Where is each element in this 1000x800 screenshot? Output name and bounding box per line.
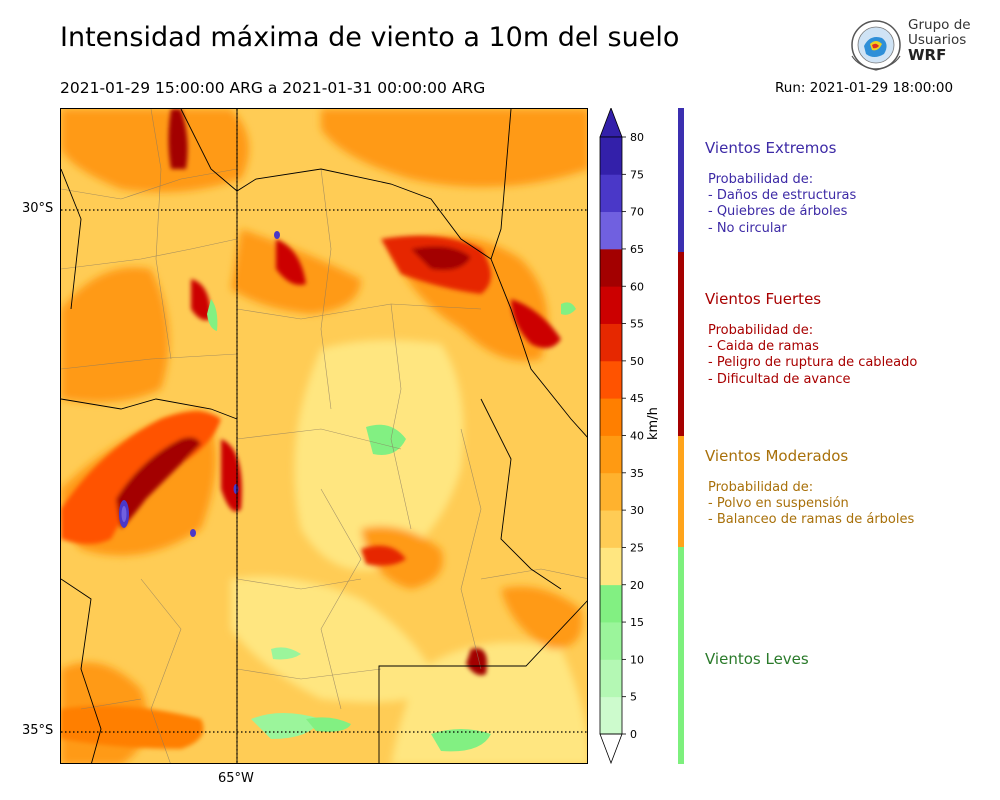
logo-line-2: Usuarios xyxy=(908,32,967,48)
colorbar-cell xyxy=(600,211,622,250)
colorbar-ticks: 0 5 10 15 20 25 30 35 40 45 50 55 60 65 70 75 80 xyxy=(622,131,644,741)
colorbar-cell xyxy=(600,547,622,586)
category-description-line: - Caida de ramas xyxy=(708,339,819,355)
category-description-line: - Peligro de ruptura de cableado xyxy=(708,355,918,371)
colorbar-cell xyxy=(600,622,622,660)
category-title: Vientos Extremos xyxy=(705,139,837,157)
colorbar-tick-label: 40 xyxy=(630,430,644,443)
category-bar xyxy=(678,108,684,252)
colorbar-tick-label: 55 xyxy=(630,318,644,331)
category-description-line: Probabilidad de: xyxy=(708,323,814,338)
colorbar-cell xyxy=(600,398,622,436)
lon-label-65w: 65°W xyxy=(218,771,254,786)
colorbar-tick-label: 70 xyxy=(630,206,644,219)
map-title: Intensidad máxima de viento a 10m del su… xyxy=(60,22,680,53)
colorbar-cell xyxy=(600,510,622,548)
category-description: Probabilidad de: - Polvo en suspensión - B… xyxy=(708,480,914,529)
colorbar-cell xyxy=(600,174,622,213)
wind-map xyxy=(60,108,588,764)
colorbar-cell xyxy=(600,472,622,511)
colorbar-tick-label: 0 xyxy=(630,728,637,741)
category-description-line: - Balanceo de ramas de árboles xyxy=(708,512,915,528)
logo-line-1: Grupo de xyxy=(908,17,971,33)
category-description-line: - Quiebres de árboles xyxy=(708,204,848,220)
wrf-logo xyxy=(851,20,901,71)
colorbar-tick-label: 75 xyxy=(630,168,644,181)
logo-text: Grupo de Usuarios WRF xyxy=(908,18,971,63)
forecast-period: 2021-01-29 15:00:00 ARG a 2021-01-31 00:… xyxy=(60,79,486,97)
colorbar-cell xyxy=(600,323,622,362)
category-bar xyxy=(678,436,684,547)
colorbar: 0 5 10 15 20 25 30 35 40 45 50 55 60 65 70 75 80 xyxy=(599,108,644,765)
category-description-line: - Dificultad de avance xyxy=(708,371,851,387)
colorbar-tick-label: 50 xyxy=(630,355,644,368)
colorbar-cells xyxy=(599,108,623,765)
colorbar-tick-label: 25 xyxy=(630,541,644,554)
colorbar-cell xyxy=(600,248,622,287)
colorbar-cell xyxy=(600,360,622,399)
category-description-line: Probabilidad de: xyxy=(708,480,814,495)
category-description-line: - No circular xyxy=(708,220,787,236)
colorbar-cell xyxy=(600,696,622,735)
category-description-line: - Daños de estructuras xyxy=(708,188,857,204)
category-title: Vientos Leves xyxy=(705,650,809,668)
colorbar-tick-label: 20 xyxy=(630,579,644,592)
run-time: Run: 2021-01-29 18:00:00 xyxy=(775,80,954,96)
logo-line-3: WRF xyxy=(908,46,947,64)
colorbar-tick-label: 15 xyxy=(630,616,644,629)
category-title: Vientos Moderados xyxy=(705,447,849,465)
colorbar-cell xyxy=(600,584,622,623)
lat-label-30s: 30°S xyxy=(22,201,54,216)
category-bar xyxy=(678,252,684,436)
colorbar-extend-top xyxy=(599,108,623,138)
colorbar-tick-label: 35 xyxy=(630,467,644,480)
category-bar xyxy=(678,547,684,764)
colorbar-cell xyxy=(600,659,622,698)
light-wind-patches xyxy=(207,299,576,752)
graticule xyxy=(61,109,587,763)
colorbar-cell xyxy=(600,435,622,474)
colorbar-cell xyxy=(600,137,622,175)
colorbar-unit: km/h xyxy=(646,407,661,440)
colorbar-cell xyxy=(600,286,622,324)
colorbar-tick-label: 80 xyxy=(630,131,644,144)
wind-field xyxy=(61,109,587,763)
colorbar-tick-label: 45 xyxy=(630,392,644,405)
lat-label-35s: 35°S xyxy=(22,723,54,738)
department-boundaries xyxy=(61,109,587,763)
colorbar-extend-bottom xyxy=(599,733,623,765)
colorbar-tick-label: 10 xyxy=(630,653,644,666)
category-description-line: Probabilidad de: xyxy=(708,172,814,187)
colorbar-tick-label: 5 xyxy=(630,691,637,704)
category-description: Probabilidad de: - Caida de ramas - Peligr… xyxy=(708,323,917,388)
strong-wind-bands xyxy=(61,109,561,749)
colorbar-tick-label: 30 xyxy=(630,504,644,517)
colorbar-tick-label: 60 xyxy=(630,280,644,293)
category-description-line: - Polvo en suspensión xyxy=(708,496,849,512)
category-title: Vientos Fuertes xyxy=(705,290,822,308)
colorbar-tick-label: 65 xyxy=(630,243,644,256)
category-description: Probabilidad de: - Daños de estructuras - … xyxy=(708,172,856,237)
